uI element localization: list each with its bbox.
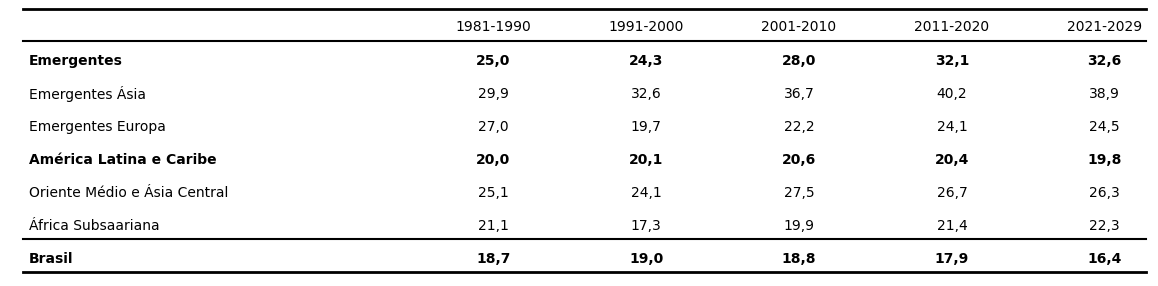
Text: 21,4: 21,4 [937, 219, 967, 233]
Text: 16,4: 16,4 [1087, 252, 1122, 265]
Text: 20,1: 20,1 [629, 153, 664, 167]
Text: 17,9: 17,9 [935, 252, 969, 265]
Text: Oriente Médio e Ásia Central: Oriente Médio e Ásia Central [29, 186, 228, 200]
Text: 32,1: 32,1 [935, 54, 969, 68]
Text: 27,5: 27,5 [784, 186, 814, 200]
Text: África Subsaariana: África Subsaariana [29, 219, 160, 233]
Text: 17,3: 17,3 [631, 219, 661, 233]
Text: 29,9: 29,9 [478, 87, 508, 101]
Text: 2011-2020: 2011-2020 [915, 20, 989, 34]
Text: 19,7: 19,7 [631, 120, 661, 134]
Text: 1991-2000: 1991-2000 [608, 20, 684, 34]
Text: 18,7: 18,7 [476, 252, 511, 265]
Text: 21,1: 21,1 [478, 219, 508, 233]
Text: 24,5: 24,5 [1090, 120, 1120, 134]
Text: Brasil: Brasil [29, 252, 73, 265]
Text: 38,9: 38,9 [1090, 87, 1120, 101]
Text: 26,7: 26,7 [937, 186, 967, 200]
Text: 19,8: 19,8 [1087, 153, 1122, 167]
Text: 22,3: 22,3 [1090, 219, 1120, 233]
Text: 22,2: 22,2 [784, 120, 814, 134]
Text: 24,1: 24,1 [631, 186, 661, 200]
Text: 24,3: 24,3 [629, 54, 664, 68]
Text: Emergentes: Emergentes [29, 54, 123, 68]
Text: 28,0: 28,0 [782, 54, 816, 68]
Text: 2021-2029: 2021-2029 [1068, 20, 1142, 34]
Text: Emergentes Europa: Emergentes Europa [29, 120, 166, 134]
Text: Emergentes Ásia: Emergentes Ásia [29, 86, 146, 102]
Text: 24,1: 24,1 [937, 120, 967, 134]
Text: 32,6: 32,6 [631, 87, 661, 101]
Text: 20,0: 20,0 [476, 153, 511, 167]
Text: 26,3: 26,3 [1090, 186, 1120, 200]
Text: 25,0: 25,0 [476, 54, 511, 68]
Text: 20,4: 20,4 [935, 153, 969, 167]
Text: 2001-2010: 2001-2010 [762, 20, 836, 34]
Text: 19,9: 19,9 [784, 219, 814, 233]
Text: 40,2: 40,2 [937, 87, 967, 101]
Text: 20,6: 20,6 [782, 153, 816, 167]
Text: 36,7: 36,7 [784, 87, 814, 101]
Text: 19,0: 19,0 [629, 252, 664, 265]
Text: 18,8: 18,8 [782, 252, 816, 265]
Text: 32,6: 32,6 [1087, 54, 1122, 68]
Text: 1981-1990: 1981-1990 [455, 20, 532, 34]
Text: 27,0: 27,0 [478, 120, 508, 134]
Text: 25,1: 25,1 [478, 186, 508, 200]
Text: América Latina e Caribe: América Latina e Caribe [29, 153, 217, 167]
